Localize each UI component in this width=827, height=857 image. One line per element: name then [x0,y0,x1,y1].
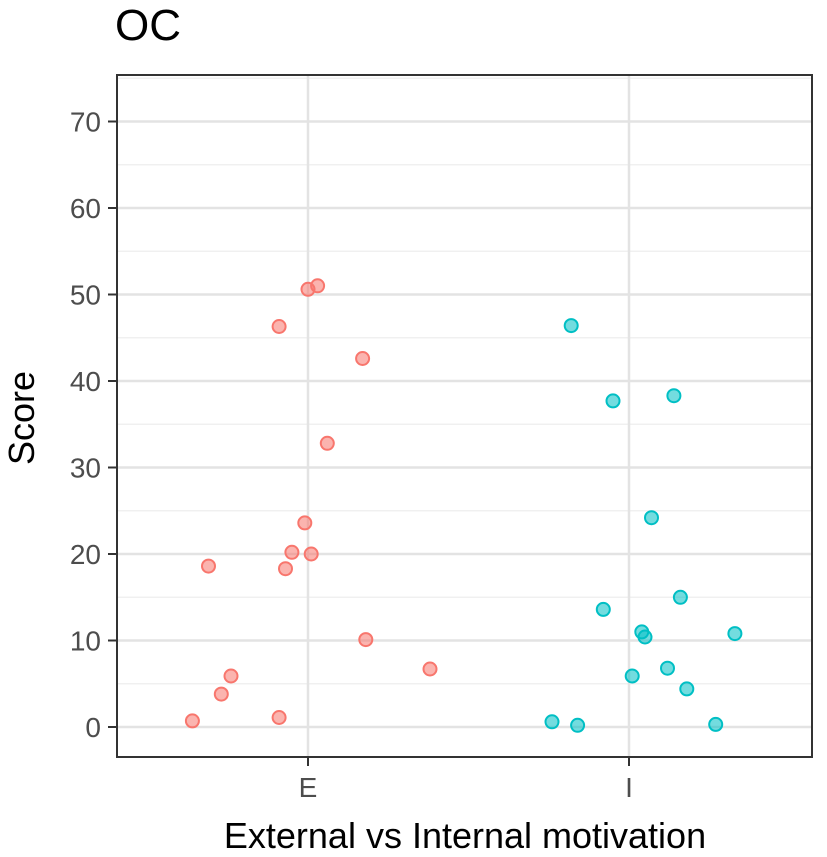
x-axis-title: External vs Internal motivation [224,815,706,856]
grid-lines [117,75,812,757]
data-point-I [570,717,586,733]
data-point-E [278,561,293,577]
y-tick-label: 30 [70,453,101,484]
x-tick-label: E [299,772,318,803]
data-point-E [213,686,229,702]
data-point-I [660,660,675,676]
data-point-I [637,629,653,645]
data-point-E [271,319,287,334]
data-point-I [708,716,724,732]
data-point-E [358,632,374,648]
data-point-I [624,668,640,684]
y-tick-label: 10 [70,626,101,657]
data-point-E [271,710,287,725]
axes: 0 10 20 30 40 50 60 70 E I [70,107,633,804]
y-tick-label: 60 [70,193,101,224]
plot-panel-border [116,74,813,758]
data-point-E [201,558,216,574]
data-point-E [284,544,300,560]
data-point-I [544,714,560,730]
data-point-E [184,713,200,729]
y-axis-title: Score [1,371,42,465]
x-tick-label: I [625,772,633,803]
y-tick-label: 20 [70,539,101,570]
chart-title: OC [115,1,181,50]
data-point-I [644,510,659,526]
data-point-E [303,546,319,562]
data-point-I [563,318,579,334]
data-point-E [297,515,313,531]
data-point-E [422,661,438,677]
data-point-I [605,393,621,409]
data-point-E [223,668,239,684]
data-point-I [727,626,743,642]
data-point-E [355,351,371,366]
data-point-I [666,388,682,404]
y-tick-label: 70 [70,107,101,138]
data-point-I [679,681,695,697]
y-tick-label: 0 [85,712,101,743]
data-point-I [595,601,611,617]
y-tick-label: 50 [70,280,101,311]
data-points [184,278,743,733]
data-point-E [310,278,326,294]
data-point-E [319,435,335,451]
y-tick-label: 40 [70,366,101,397]
data-point-I [672,589,688,605]
